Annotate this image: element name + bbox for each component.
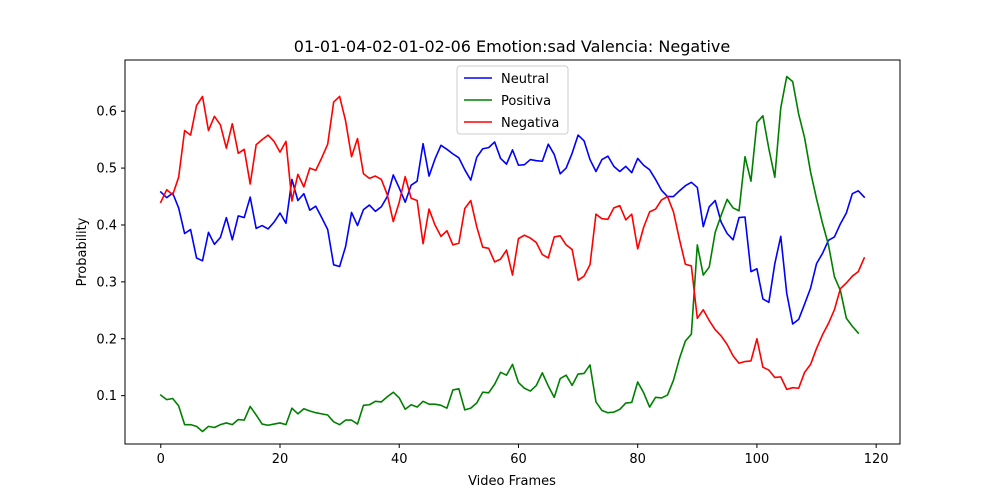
series-line-neutral bbox=[159, 134, 866, 325]
y-tick-label: 0.2 bbox=[96, 332, 117, 347]
y-tick-label: 0.1 bbox=[96, 389, 117, 404]
x-tick-label: 20 bbox=[272, 452, 289, 467]
legend-label-negativa: Negativa bbox=[501, 116, 559, 131]
legend-label-neutral: Neutral bbox=[501, 72, 549, 87]
plot-frame bbox=[124, 59, 901, 445]
y-tick-label: 0.6 bbox=[96, 105, 117, 120]
x-tick-label: 40 bbox=[391, 452, 408, 467]
legend-box bbox=[456, 65, 569, 135]
plot-area bbox=[159, 75, 866, 433]
y-tick-label: 0.3 bbox=[96, 275, 117, 290]
y-axis: 0.1 0.2 0.3 0.4 0.5 0.6 bbox=[96, 105, 125, 404]
x-tick-label: 120 bbox=[864, 452, 889, 467]
legend: Neutral Positiva Negativa bbox=[456, 65, 569, 135]
y-tick-label: 0.5 bbox=[96, 162, 117, 177]
legend-label-positiva: Positiva bbox=[501, 94, 551, 109]
x-tick-label: 100 bbox=[745, 452, 770, 467]
x-axis: 0 20 40 60 80 100 120 bbox=[157, 444, 889, 467]
y-axis-title: Probability bbox=[75, 217, 90, 286]
x-tick-label: 60 bbox=[510, 452, 527, 467]
x-tick-label: 80 bbox=[629, 452, 646, 467]
series-line-positiva bbox=[159, 75, 860, 433]
series-line-negativa bbox=[159, 95, 866, 391]
x-tick-label: 0 bbox=[157, 452, 165, 467]
x-axis-title: Video Frames bbox=[468, 474, 556, 489]
y-tick-label: 0.4 bbox=[96, 218, 117, 233]
chart-title: 01-01-04-02-01-02-06 Emotion:sad Valenci… bbox=[294, 37, 730, 56]
